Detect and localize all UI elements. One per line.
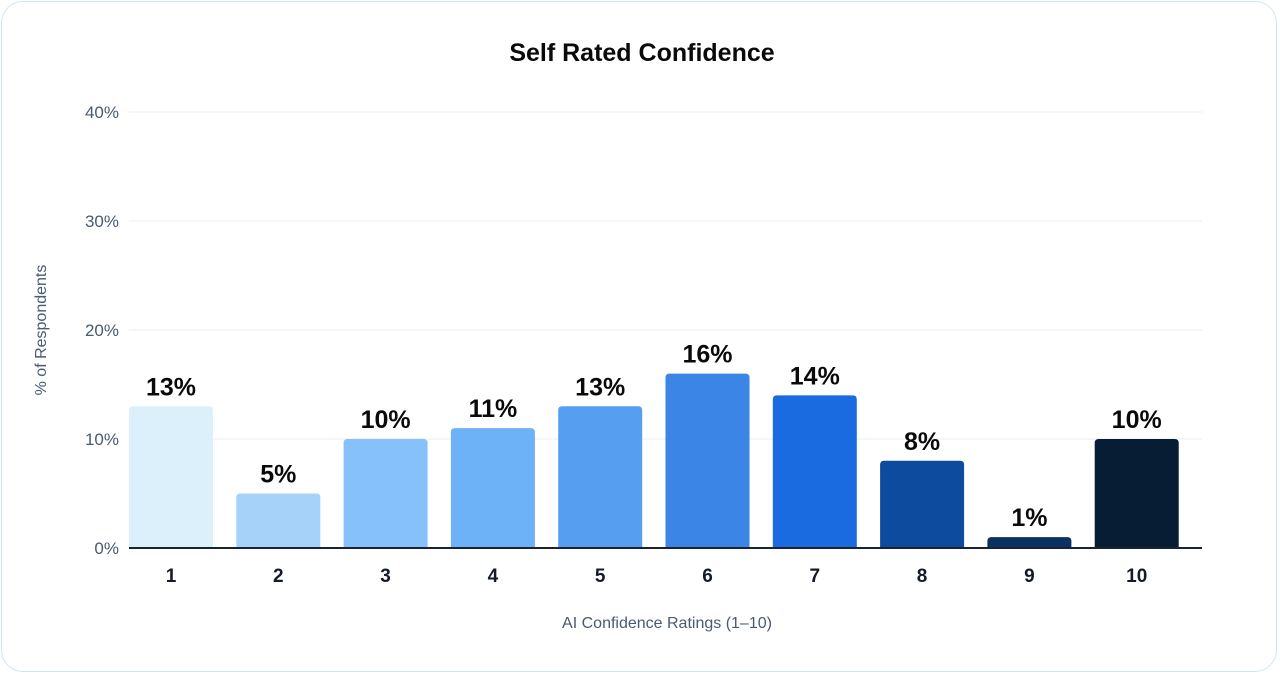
x-tick-label: 4 (488, 566, 499, 587)
bar (1094, 439, 1179, 548)
y-tick-label: 10% (85, 430, 119, 449)
bar (129, 406, 213, 548)
bar (343, 439, 428, 548)
bar (987, 537, 1072, 548)
y-tick-label: 20% (85, 321, 119, 340)
data-label: 14% (790, 362, 840, 390)
x-tick-label: 8 (917, 566, 928, 587)
x-tick-label: 5 (595, 566, 606, 587)
data-label: 1% (1011, 504, 1047, 532)
data-label: 13% (575, 373, 625, 401)
bars (129, 373, 1179, 548)
data-label: 11% (469, 395, 518, 423)
y-axis-label: % of Respondents (33, 265, 50, 396)
data-label: 10% (361, 406, 411, 434)
y-tick-label: 0% (94, 539, 119, 558)
data-label: 10% (1112, 406, 1162, 434)
bar (236, 493, 321, 548)
x-axis-ticks: 1 2 3 4 5 6 7 8 9 10 (166, 566, 1148, 587)
y-tick-label: 40% (85, 103, 119, 122)
bar (880, 460, 965, 548)
x-tick-label: 6 (702, 566, 713, 587)
data-label: 8% (904, 428, 940, 456)
bar (772, 395, 857, 548)
x-tick-label: 2 (273, 566, 284, 587)
bar (665, 373, 750, 548)
chart-title: Self Rated Confidence (509, 39, 774, 67)
y-axis-ticks: 0% 10% 20% 30% 40% (85, 103, 119, 558)
y-tick-label: 30% (85, 212, 119, 231)
bar (558, 406, 643, 548)
data-label: 13% (146, 373, 196, 401)
x-tick-label: 3 (380, 566, 391, 587)
x-tick-label: 9 (1024, 566, 1035, 587)
x-axis-label: AI Confidence Ratings (1–10) (562, 615, 772, 632)
x-tick-label: 1 (166, 566, 177, 587)
data-label: 16% (682, 341, 732, 369)
bar (450, 428, 535, 548)
data-labels: 13% 5% 10% 11% 13% 16% 14% 8% 1% 10% (146, 341, 1162, 532)
x-tick-label: 7 (810, 566, 821, 587)
data-label: 5% (260, 461, 296, 489)
x-tick-label: 10 (1126, 566, 1147, 587)
